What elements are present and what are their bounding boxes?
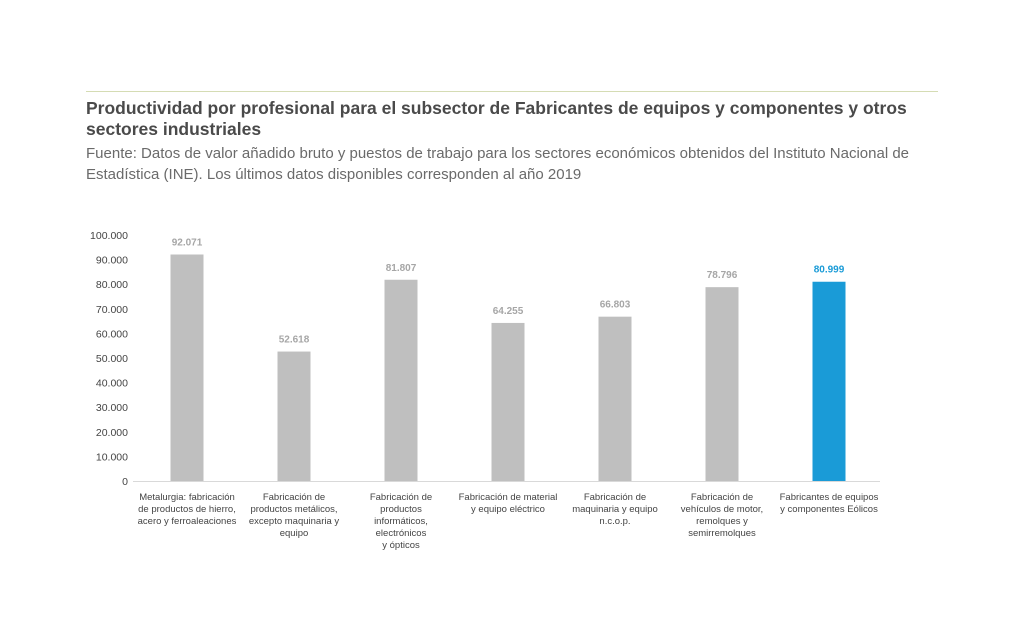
y-tick-label: 30.000	[96, 402, 128, 414]
y-tick-label: 90.000	[96, 255, 128, 267]
y-tick-label: 70.000	[96, 304, 128, 316]
chart-subtitle: Fuente: Datos de valor añadido bruto y p…	[86, 145, 910, 183]
x-tick-label: Fabricación de maquinaria y equipo n.c.o.p…	[572, 492, 658, 527]
x-tick-label: Metalurgia: fabricación de productos de h…	[138, 492, 237, 527]
bar	[384, 279, 418, 481]
y-tick-label: 100.000	[90, 230, 128, 242]
y-tick-label: 40.000	[96, 378, 128, 390]
data-label: 81.807	[386, 263, 417, 274]
bar	[170, 254, 204, 481]
data-label: 64.255	[493, 306, 524, 317]
data-label: 66.803	[600, 300, 631, 311]
y-tick-label: 10.000	[96, 451, 128, 463]
top-rule	[86, 91, 938, 92]
x-tick-label: Fabricación de productos metálicos, except…	[249, 492, 340, 539]
bar	[705, 287, 739, 481]
bar	[277, 351, 311, 481]
bar	[598, 316, 632, 481]
y-tick-label: 20.000	[96, 427, 128, 439]
y-tick-label: 80.000	[96, 279, 128, 291]
data-label: 78.796	[707, 270, 738, 281]
bar	[491, 322, 525, 481]
y-tick-label: 50.000	[96, 353, 128, 365]
x-tick-label: Fabricación de material y equipo eléctric…	[459, 492, 558, 515]
data-label: 80.999	[814, 265, 845, 276]
x-tick-label: Fabricantes de equipos y componentes Eóli…	[780, 492, 879, 515]
x-tick-label: Fabricación de productos informáticos, elec…	[370, 492, 432, 551]
data-label: 92.071	[172, 238, 203, 249]
data-label: 52.618	[279, 335, 310, 346]
x-tick-label: Fabricación de vehículos de motor, remolqu…	[681, 492, 763, 539]
chart-title: Productividad por profesional para el su…	[86, 98, 907, 139]
y-tick-label: 60.000	[96, 328, 128, 340]
bar	[812, 281, 846, 481]
y-tick-label: 0	[122, 476, 128, 488]
